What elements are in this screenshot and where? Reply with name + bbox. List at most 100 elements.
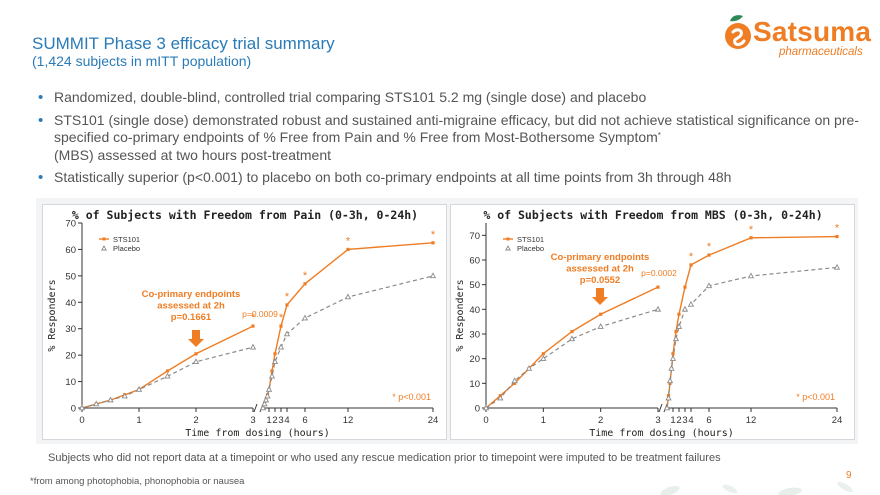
sts101-point (835, 234, 839, 239)
sts101-point (683, 285, 687, 289)
pain-freedom-chart: % of Subjects with Freedom from Pain (0-… (42, 204, 447, 440)
sts101-point (346, 247, 350, 252)
y-tick-label: 40 (469, 305, 480, 316)
x-tick-label: 6 (302, 415, 307, 426)
placebo-point (666, 377, 674, 384)
y-tick-label: 30 (65, 324, 76, 335)
x-tick-label: 2 (598, 415, 603, 426)
y-tick-label: 50 (65, 271, 76, 282)
x-tick-label: 1 (266, 415, 271, 426)
placebo-point (833, 263, 841, 270)
significance-asterisk: * (251, 312, 256, 324)
page-subtitle: (1,424 subjects in mITT population) (32, 53, 252, 69)
legend-placebo-marker (505, 245, 511, 251)
significance-asterisk: * (279, 312, 284, 324)
placebo-point (511, 377, 518, 384)
x-tick-label: 0 (483, 415, 488, 426)
sts101-point (707, 253, 711, 257)
sts101-point (273, 352, 277, 356)
legend-sts101-label: STS101 (517, 235, 544, 244)
axis-break-mark (658, 403, 663, 413)
x-tick-label: 12 (746, 415, 757, 426)
sts101-point (279, 324, 283, 328)
y-tick-label: 30 (469, 330, 480, 341)
endpoint-annotation-line: Co-primary endpoints (551, 252, 650, 263)
axis-break-mark (253, 403, 258, 413)
sts101-point (749, 236, 753, 240)
pvalue-3h-label: p=0.0009 (242, 309, 278, 319)
sts101-line (81, 325, 254, 409)
x-tick-label: 1 (136, 415, 141, 426)
y-tick-label: 50 (469, 280, 480, 291)
sts101-point (671, 352, 675, 356)
sts101-point (677, 312, 681, 316)
significance-asterisk: * (431, 229, 436, 241)
y-tick-label: 70 (469, 231, 480, 242)
y-tick-label: 10 (469, 379, 480, 390)
significance-asterisk: * (707, 241, 712, 253)
placebo-point (107, 396, 114, 403)
x-tick-label: 2 (676, 415, 681, 426)
x-tick-label: 12 (343, 415, 354, 426)
x-tick-label: 4 (284, 415, 289, 426)
significance-asterisk: * (749, 224, 754, 236)
x-tick-label: 2 (193, 415, 198, 426)
sts101-point (541, 352, 545, 356)
pvalue-3h-label: p=0.0002 (641, 268, 677, 278)
bullet-list: Randomized, double-blind, controlled tri… (36, 89, 866, 192)
placebo-point (283, 330, 291, 337)
x-tick-label: 3 (655, 415, 660, 426)
y-tick-label: 0 (475, 404, 480, 415)
placebo-point (264, 392, 271, 399)
bullet-item: Randomized, double-blind, controlled tri… (36, 89, 866, 107)
sts101-point (194, 352, 198, 356)
footnote-imputation: Subjects who did not report data at a ti… (48, 452, 721, 464)
y-axis-label: % Responders (455, 279, 466, 351)
down-arrow-icon (188, 330, 204, 347)
mbs-freedom-chart-svg: % of Subjects with Freedom from MBS (0-3… (455, 208, 842, 439)
mbs-freedom-chart: % of Subjects with Freedom from MBS (0-3… (450, 204, 855, 440)
placebo-line (666, 266, 838, 409)
sts101-point (674, 329, 678, 334)
x-tick-label: 1 (541, 415, 546, 426)
footnote-symptoms: *from among photophobia, phonophobia or … (30, 476, 245, 487)
significance-note: * p<0.001 (796, 392, 835, 402)
significance-asterisk: * (689, 251, 694, 263)
x-axis-label: Time from dosing (hours) (589, 428, 734, 439)
sts101-point (689, 263, 693, 267)
y-tick-label: 0 (71, 404, 76, 415)
x-tick-label: 0 (79, 415, 84, 426)
placebo-point (482, 404, 490, 411)
endpoint-annotation-line: p=0.1661 (171, 312, 212, 323)
placebo-point (705, 282, 713, 289)
page-number: 9 (846, 470, 852, 481)
logo-subtitle: pharmaceuticals (779, 46, 863, 58)
significance-asterisk: * (346, 235, 351, 247)
endpoint-annotation-line: Co-primary endpoints (142, 289, 241, 300)
legend-sts101-marker (506, 237, 510, 241)
placebo-point (271, 358, 279, 365)
placebo-point (681, 305, 689, 312)
placebo-point (497, 394, 504, 401)
placebo-point (568, 335, 576, 342)
placebo-point (429, 272, 437, 279)
x-tick-label: 3 (682, 415, 687, 426)
y-tick-label: 60 (65, 245, 76, 256)
y-tick-label: 60 (469, 256, 480, 267)
y-tick-label: 20 (469, 354, 480, 365)
y-axis-label: % Responders (47, 279, 58, 351)
placebo-point (654, 305, 662, 312)
placebo-line (485, 308, 659, 409)
placebo-point (665, 394, 672, 401)
legend-placebo-label: Placebo (517, 244, 544, 253)
placebo-point (135, 385, 143, 392)
sts101-line (262, 242, 434, 409)
y-tick-label: 40 (65, 298, 76, 309)
x-tick-label: 3 (278, 415, 283, 426)
chart-title: % of Subjects with Freedom from Pain (0-… (72, 208, 418, 222)
x-tick-label: 6 (706, 415, 711, 426)
placebo-point (672, 335, 680, 342)
pain-freedom-chart-svg: % of Subjects with Freedom from Pain (0-… (47, 208, 438, 439)
significance-asterisk: * (835, 223, 840, 235)
sts101-line (485, 286, 659, 409)
